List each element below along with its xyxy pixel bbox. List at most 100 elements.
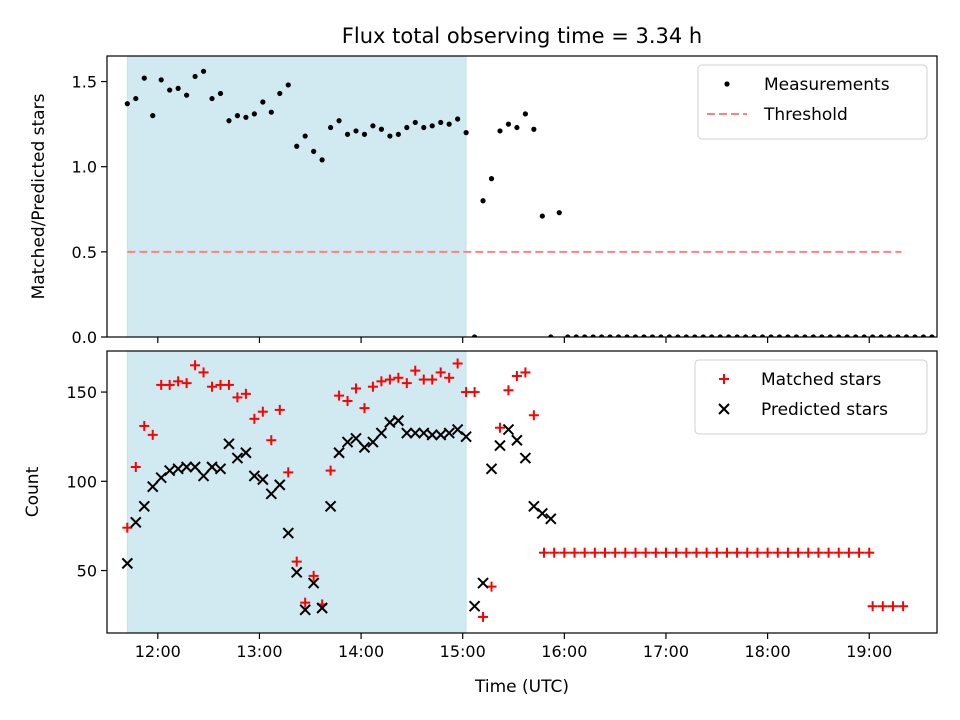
- data-point: [206, 461, 218, 473]
- legend-swatch: [724, 81, 730, 87]
- data-point: [311, 148, 317, 154]
- data-point: [503, 385, 514, 396]
- data-point: [650, 547, 661, 558]
- data-point: [802, 334, 808, 337]
- data-point-b: [265, 488, 278, 500]
- data-point: [192, 73, 198, 80]
- data-point: [418, 374, 429, 385]
- data-point: [877, 601, 888, 612]
- data-point-b: [231, 452, 244, 464]
- data-point: [717, 334, 723, 337]
- data-point: [844, 334, 850, 337]
- data-point: [358, 441, 371, 454]
- data-point: [539, 547, 550, 558]
- legend-label: Predicted stars: [761, 400, 888, 420]
- data-point-b: [189, 461, 201, 473]
- data-point: [395, 131, 401, 137]
- y-tick-label: 150: [66, 383, 97, 402]
- data-point: [324, 500, 337, 512]
- data-point: [375, 427, 388, 439]
- data-point: [231, 452, 244, 464]
- data-point: [435, 367, 446, 378]
- data-point-b: [375, 427, 388, 439]
- data-point: [274, 479, 286, 491]
- data-point-b: [324, 500, 337, 512]
- data-point: [184, 92, 190, 98]
- data-point: [344, 131, 351, 137]
- data-point: [319, 157, 325, 163]
- data-point: [742, 547, 753, 558]
- data-point: [243, 114, 249, 120]
- legend-swatch: [718, 403, 730, 415]
- data-point: [404, 124, 410, 131]
- data-point: [683, 334, 689, 337]
- data-point: [827, 334, 833, 337]
- data-point: [752, 547, 763, 558]
- data-point: [813, 547, 824, 558]
- data-point: [393, 372, 404, 383]
- data-point: [133, 95, 139, 102]
- data-point: [265, 488, 278, 500]
- data-point: [217, 90, 224, 97]
- data-point: [350, 432, 362, 445]
- data-point: [341, 436, 354, 448]
- data-point: [121, 557, 134, 570]
- data-point: [446, 121, 452, 127]
- data-point-b: [240, 447, 252, 459]
- axes-frame: [106, 350, 938, 634]
- data-point: [569, 547, 580, 558]
- data-point: [429, 123, 435, 129]
- data-point: [494, 422, 505, 433]
- y-tick-label: 50: [77, 562, 97, 581]
- data-point: [692, 334, 698, 337]
- data-point: [438, 119, 444, 126]
- data-point: [209, 95, 215, 102]
- data-point: [282, 527, 294, 539]
- data-point: [823, 547, 834, 558]
- data-point: [384, 416, 396, 429]
- data-point: [861, 334, 867, 337]
- data-point: [772, 547, 783, 558]
- data-point: [887, 601, 898, 612]
- data-point: [878, 334, 884, 337]
- data-point: [387, 133, 393, 139]
- data-point: [266, 435, 277, 446]
- data-point: [519, 452, 532, 464]
- series-measurements: [124, 68, 935, 337]
- x-tick-label: 12:00: [135, 642, 181, 661]
- data-point: [226, 118, 232, 124]
- data-point: [520, 367, 531, 378]
- data-point-b: [401, 427, 413, 439]
- data-point-b: [443, 427, 455, 439]
- data-point: [691, 547, 702, 558]
- data-point: [709, 334, 715, 337]
- data-point: [122, 522, 133, 533]
- y-axis-label: Count: [23, 466, 43, 517]
- data-point-b: [206, 461, 218, 473]
- legend-swatch-b: [718, 403, 730, 415]
- data-point: [478, 611, 489, 622]
- plot-area: [124, 68, 935, 337]
- data-point: [427, 374, 438, 385]
- data-point-b: [291, 566, 303, 579]
- data-point: [726, 334, 732, 337]
- data-point-b: [384, 416, 396, 429]
- legend-label: Threshold: [763, 105, 848, 125]
- data-point: [759, 334, 766, 337]
- data-point: [721, 547, 732, 558]
- data-point: [384, 374, 395, 385]
- data-point: [803, 547, 814, 558]
- data-point: [793, 547, 804, 558]
- data-point-b: [274, 479, 286, 491]
- data-point-b: [130, 516, 142, 529]
- data-point: [649, 334, 656, 337]
- data-point: [378, 126, 385, 132]
- data-point: [711, 547, 722, 558]
- data-point: [776, 334, 783, 337]
- data-point: [843, 547, 854, 558]
- data-point: [163, 464, 176, 477]
- data-point-b: [163, 464, 176, 477]
- data-point: [223, 438, 235, 450]
- data-point: [782, 547, 793, 558]
- data-point: [207, 381, 218, 392]
